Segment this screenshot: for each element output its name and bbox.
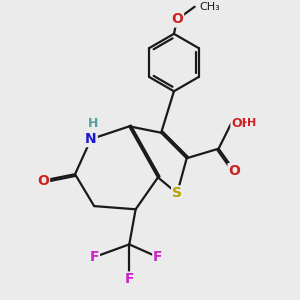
Text: H: H xyxy=(87,117,98,130)
Text: H: H xyxy=(248,118,257,128)
Text: F: F xyxy=(124,272,134,286)
Text: S: S xyxy=(172,186,182,200)
Text: F: F xyxy=(153,250,163,264)
Text: O: O xyxy=(37,174,49,188)
Text: F: F xyxy=(89,250,99,264)
Text: O: O xyxy=(171,13,183,26)
Text: N: N xyxy=(85,132,97,146)
Text: OH: OH xyxy=(231,117,252,130)
Text: CH₃: CH₃ xyxy=(200,2,220,12)
Text: O: O xyxy=(229,164,241,178)
